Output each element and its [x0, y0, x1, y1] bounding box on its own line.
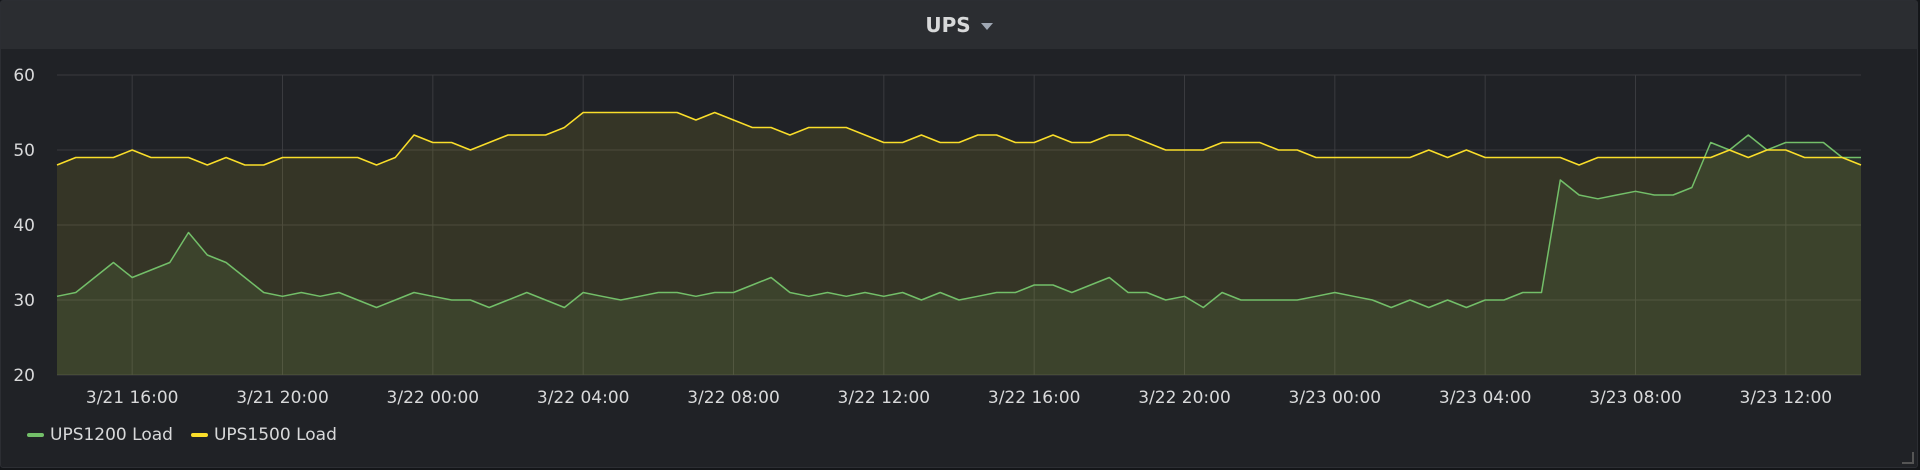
- x-tick-label: 3/22 04:00: [537, 388, 630, 408]
- y-tick-label: 60: [13, 66, 35, 86]
- legend-item-ups1200[interactable]: UPS1200 Load: [27, 425, 173, 445]
- x-tick-label: 3/23 12:00: [1740, 388, 1833, 408]
- x-tick-label: 3/23 04:00: [1439, 388, 1532, 408]
- y-tick-label: 20: [13, 366, 35, 386]
- legend-label-ups1200: UPS1200 Load: [50, 425, 173, 445]
- legend: UPS1200 Load UPS1500 Load: [27, 425, 337, 445]
- x-tick-label: 3/22 16:00: [988, 388, 1081, 408]
- x-tick-label: 3/22 20:00: [1138, 388, 1231, 408]
- x-tick-label: 3/22 12:00: [838, 388, 931, 408]
- legend-swatch-ups1500: [190, 433, 208, 437]
- x-tick-label: 3/21 16:00: [86, 388, 179, 408]
- y-tick-label: 40: [13, 216, 35, 236]
- series-line-ups1200-load: [56, 134, 1861, 309]
- x-tick-label: 3/21 20:00: [236, 388, 329, 408]
- series-area-ups1500-load: [57, 112, 1861, 375]
- panel-title-menu[interactable]: UPS: [925, 13, 993, 37]
- x-tick-label: 3/23 08:00: [1589, 388, 1682, 408]
- legend-item-ups1500[interactable]: UPS1500 Load: [190, 425, 337, 445]
- panel-resize-handle[interactable]: [1902, 452, 1914, 464]
- x-tick-label: 3/22 08:00: [687, 388, 780, 408]
- series-line-ups1500-load: [56, 111, 1862, 166]
- y-tick-label: 50: [13, 141, 35, 161]
- x-tick-label: 3/22 00:00: [387, 388, 480, 408]
- legend-label-ups1500: UPS1500 Load: [213, 425, 337, 445]
- chevron-down-icon[interactable]: [980, 22, 993, 30]
- panel-header: UPS: [1, 1, 1917, 49]
- series-area-ups1200-load: [57, 135, 1861, 375]
- y-tick-label: 30: [13, 291, 35, 311]
- panel-title: UPS: [925, 13, 971, 37]
- legend-swatch-ups1200: [27, 433, 44, 437]
- ups-load-chart: 20 30 40 50 60 3/21 16:00 3/21 20:00 3/22 00:00…: [13, 66, 1862, 408]
- x-tick-label: 3/23 00:00: [1289, 388, 1382, 408]
